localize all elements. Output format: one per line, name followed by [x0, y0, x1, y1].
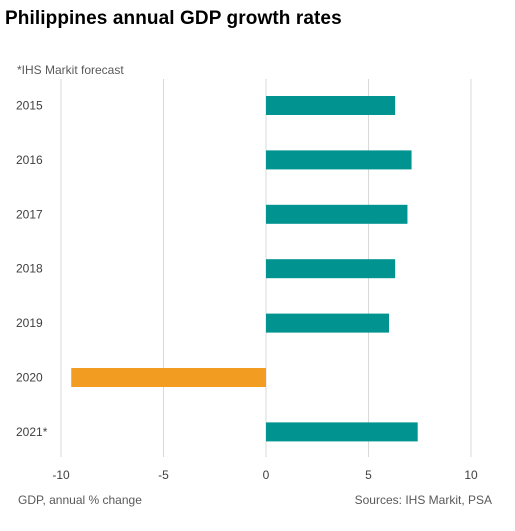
bars	[71, 96, 418, 442]
category-label: 2021*	[16, 425, 48, 439]
bar-2019	[266, 313, 389, 333]
bar-2015	[266, 96, 396, 115]
x-axis-label: GDP, annual % change	[18, 493, 142, 507]
bar-2021	[266, 422, 418, 442]
category-label: 2016	[16, 153, 43, 167]
bar-2020	[71, 368, 266, 387]
x-tick-label: -5	[158, 468, 169, 482]
x-tick-label: 5	[365, 468, 372, 482]
x-tick-labels: -10 -5 0 5 10	[52, 468, 478, 482]
chart-title: Philippines annual GDP growth rates	[5, 8, 342, 29]
forecast-note: *IHS Markit forecast	[17, 63, 124, 77]
x-tick-label: 10	[464, 468, 478, 482]
bar-2018	[266, 259, 396, 279]
category-label: 2018	[16, 262, 43, 276]
category-label: 2019	[16, 316, 43, 330]
bar-2017	[266, 204, 408, 224]
x-tick-label: 0	[263, 468, 270, 482]
category-label: 2020	[16, 371, 43, 385]
source-note: Sources: IHS Markit, PSA	[354, 493, 492, 507]
category-label: 2017	[16, 207, 43, 221]
x-tick-label: -10	[52, 468, 70, 482]
category-labels: 2015 2016 2017 2018 2019 2020 2021*	[16, 99, 48, 439]
category-label: 2015	[16, 99, 43, 113]
bar-2016	[266, 150, 412, 170]
